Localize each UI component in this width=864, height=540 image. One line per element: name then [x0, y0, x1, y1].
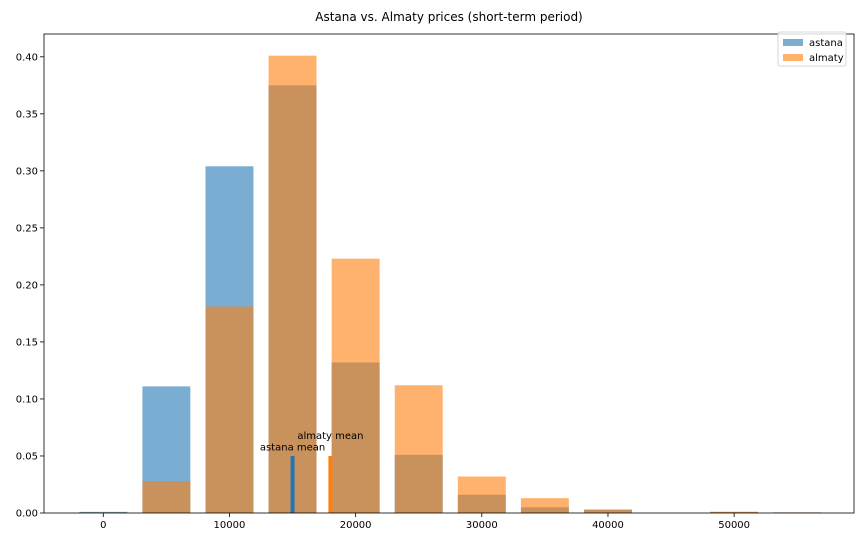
y-tick-label-4: 0.20 [16, 280, 38, 291]
y-tick-label-7: 0.35 [16, 109, 38, 120]
x-tick-label-4: 40000 [592, 520, 624, 531]
bar-almaty-1 [142, 481, 191, 513]
y-tick-label-0: 0.00 [16, 509, 38, 520]
bar-almaty-7 [520, 498, 569, 513]
x-tick-label-1: 10000 [214, 520, 246, 531]
legend: astana almaty [777, 31, 847, 67]
bar-almaty-8 [584, 509, 632, 513]
x-tick-label-0: 0 [100, 520, 106, 531]
bar-almaty-2 [205, 306, 254, 513]
legend-label-almaty: almaty [809, 53, 844, 64]
bar-almaty-3 [268, 55, 317, 514]
x-tick-label-3: 30000 [466, 520, 498, 531]
axes-layer: 0 10000 20000 30000 40000 50000 0.00 0.05 0.10 0.… [16, 33, 855, 531]
bar-almaty-6 [457, 476, 506, 513]
mean-label-1: almaty mean [297, 431, 363, 442]
legend-label-astana: astana [809, 38, 843, 49]
series-astana [79, 85, 822, 514]
x-tick-label-2: 20000 [340, 520, 372, 531]
mean-marker-1 [328, 455, 333, 513]
bar-almaty-5 [394, 385, 443, 513]
mean-marker-0 [290, 455, 295, 513]
y-tick-label-1: 0.05 [16, 451, 38, 462]
y-tick-label-6: 0.30 [16, 166, 38, 177]
legend-swatch-almaty [783, 54, 803, 61]
bar-almaty-4 [331, 258, 380, 513]
y-tick-label-3: 0.15 [16, 337, 38, 348]
plot-frame [43, 33, 855, 514]
chart-title: Astana vs. Almaty prices (short-term per… [315, 10, 583, 24]
series-almaty [79, 55, 822, 514]
x-tick-label-5: 50000 [718, 520, 750, 531]
y-tick-label-8: 0.40 [16, 52, 38, 63]
y-tick-label-2: 0.10 [16, 394, 38, 405]
bars-layer [79, 55, 822, 514]
y-tick-label-5: 0.25 [16, 223, 38, 234]
legend-swatch-astana [783, 39, 803, 46]
bar-almaty-10 [710, 511, 759, 513]
mean-label-0: astana mean [260, 442, 325, 453]
